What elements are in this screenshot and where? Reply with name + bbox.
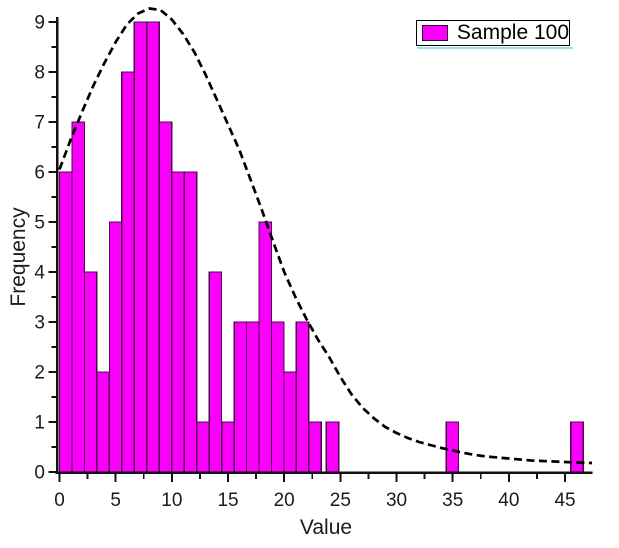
histogram-bar	[133, 21, 148, 473]
histogram-bar	[308, 421, 323, 473]
y-tick-label: 7	[34, 113, 45, 134]
x-tick-label: 20	[274, 490, 295, 511]
x-tick-label: 15	[217, 490, 238, 511]
y-tick-label: 1	[34, 413, 45, 434]
legend-underline-accent	[417, 47, 573, 49]
histogram-bar	[570, 421, 584, 473]
histogram-bar	[121, 71, 135, 473]
x-axis-title: Value	[299, 516, 353, 539]
histogram-bar	[283, 371, 298, 473]
histogram-bar	[171, 171, 185, 473]
y-tick-label: 8	[34, 63, 45, 84]
histogram-bar	[208, 271, 223, 473]
histogram-bar	[183, 171, 198, 473]
histogram-bar	[220, 421, 235, 473]
histogram-bar	[108, 221, 123, 473]
x-tick-label: 45	[554, 490, 575, 511]
histogram-bar	[96, 371, 111, 473]
histogram-bar	[258, 221, 273, 473]
histogram-bar	[245, 321, 260, 473]
y-tick-label: 3	[34, 313, 45, 334]
y-tick-label: 4	[34, 263, 45, 284]
histogram-bar	[158, 121, 173, 473]
y-tick-label: 5	[34, 213, 45, 234]
y-tick-label: 6	[34, 163, 45, 184]
x-tick-label: 5	[110, 490, 121, 511]
histogram-bar	[83, 271, 98, 473]
histogram-bar	[270, 321, 285, 473]
legend-label: Sample 100	[456, 21, 569, 44]
legend-swatch	[422, 25, 448, 41]
histogram-bar	[295, 321, 310, 473]
histogram-bar	[71, 121, 86, 473]
histogram-bar	[445, 421, 460, 473]
y-tick-label: 0	[34, 463, 45, 484]
legend-box: Sample 100	[416, 20, 570, 46]
fit-curve	[58, 7, 593, 465]
x-tick-label: 0	[54, 490, 65, 511]
y-tick-label: 9	[34, 13, 45, 34]
histogram-bar	[233, 321, 248, 473]
histogram-bar	[58, 171, 73, 473]
x-tick-label: 25	[330, 490, 351, 511]
x-tick-label: 30	[386, 490, 407, 511]
histogram-bar	[146, 21, 160, 473]
x-tick-label: 40	[498, 490, 519, 511]
histogram-bar	[325, 421, 340, 473]
y-tick-label: 2	[34, 363, 45, 384]
y-axis-title: Frequency	[7, 207, 30, 307]
x-tick-label: 10	[161, 490, 182, 511]
x-tick-label: 35	[442, 490, 463, 511]
histogram-bar	[196, 421, 210, 473]
